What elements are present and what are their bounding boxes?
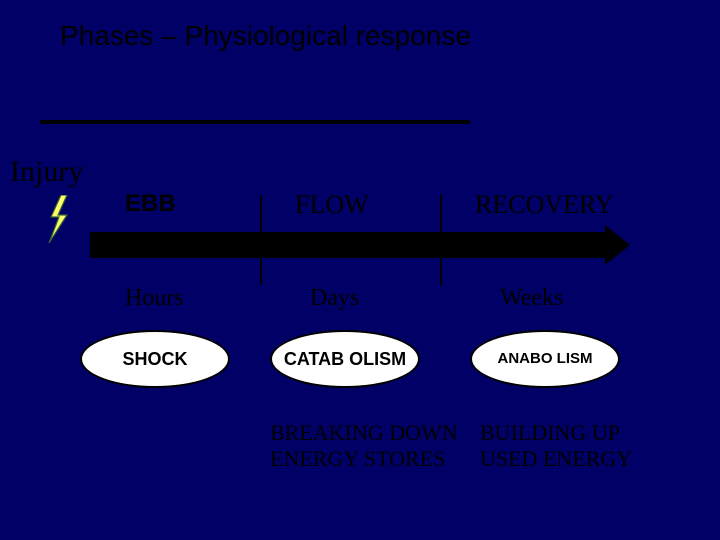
timeline-tick-2 <box>440 195 442 285</box>
oval-shock: SHOCK <box>80 330 230 388</box>
timeline-tick-1 <box>260 195 262 285</box>
oval-anabolism: ANABO LISM <box>470 330 620 388</box>
time-label-hours: Hours <box>125 285 184 312</box>
timeline-arrow <box>90 232 630 258</box>
title-underline <box>40 120 470 124</box>
phase-label-recovery: RECOVERY <box>475 190 614 220</box>
time-label-weeks: Weeks <box>500 285 563 312</box>
timeline-arrowhead <box>605 225 630 265</box>
desc-catabolism: BREAKING DOWN ENERGY STORES <box>270 420 470 473</box>
injury-label: Injury <box>10 155 83 189</box>
phase-label-flow: FLOW <box>295 190 369 220</box>
lightning-shape <box>49 195 67 243</box>
timeline-bar <box>90 232 605 258</box>
time-label-days: Days <box>310 285 359 312</box>
desc-anabolism: BUILDING UP USED ENERGY <box>480 420 640 473</box>
oval-catabolism: CATAB OLISM <box>270 330 420 388</box>
page-title: Phases – Physiological response <box>60 20 471 52</box>
lightning-icon <box>45 195 73 245</box>
phase-label-ebb: EBB <box>125 190 176 218</box>
